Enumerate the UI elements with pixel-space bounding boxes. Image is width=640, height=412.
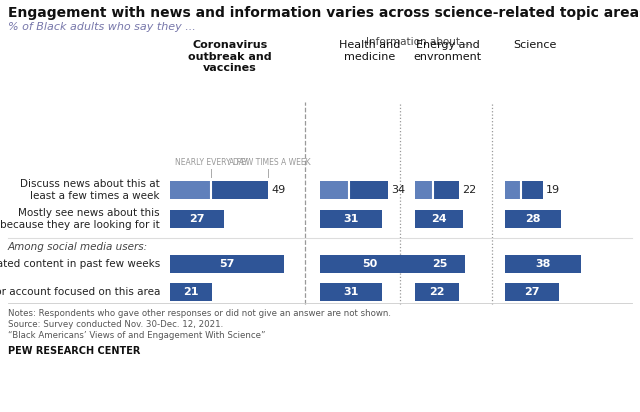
- Text: 25: 25: [432, 259, 448, 269]
- Text: Source: Survey conducted Nov. 30-Dec. 12, 2021.: Source: Survey conducted Nov. 30-Dec. 12…: [8, 320, 223, 329]
- Bar: [170, 283, 212, 301]
- Bar: [415, 181, 433, 199]
- Text: 27: 27: [524, 287, 540, 297]
- Bar: [320, 181, 388, 199]
- Text: PEW RESEARCH CENTER: PEW RESEARCH CENTER: [8, 346, 140, 356]
- Text: Energy and
envronment: Energy and envronment: [413, 40, 481, 62]
- Text: Mostly see news about this
because they are looking for it: Mostly see news about this because they …: [0, 208, 160, 230]
- Bar: [320, 210, 382, 228]
- Bar: [505, 210, 561, 228]
- Text: 57: 57: [220, 259, 235, 269]
- Bar: [505, 255, 581, 273]
- Text: Seen related content in past few weeks: Seen related content in past few weeks: [0, 259, 160, 269]
- Text: Engagement with news and information varies across science-related topic areas: Engagement with news and information var…: [8, 6, 640, 20]
- Bar: [170, 210, 224, 228]
- Text: 22: 22: [429, 287, 445, 297]
- Text: 19: 19: [546, 185, 560, 195]
- Bar: [170, 181, 268, 199]
- Bar: [415, 181, 459, 199]
- Bar: [415, 283, 459, 301]
- Bar: [170, 181, 211, 199]
- Bar: [320, 181, 349, 199]
- Text: A FEW TIMES A WEEK: A FEW TIMES A WEEK: [229, 158, 311, 167]
- Text: 49: 49: [271, 185, 285, 195]
- Bar: [320, 283, 382, 301]
- Text: Coronavirus
outbreak and
vaccines: Coronavirus outbreak and vaccines: [188, 40, 272, 73]
- Text: Science: Science: [513, 40, 557, 50]
- Bar: [505, 283, 559, 301]
- Text: “Black Americans’ Views of and Engagement With Science”: “Black Americans’ Views of and Engagemen…: [8, 331, 266, 340]
- Text: Follow page or account focused on this area: Follow page or account focused on this a…: [0, 287, 160, 297]
- Text: Health and
medicine: Health and medicine: [339, 40, 401, 62]
- Text: 38: 38: [535, 259, 550, 269]
- Bar: [170, 255, 284, 273]
- Text: 28: 28: [525, 214, 541, 224]
- Bar: [320, 255, 420, 273]
- Text: 34: 34: [391, 185, 405, 195]
- Text: Among social media users:: Among social media users:: [8, 242, 148, 252]
- Bar: [505, 181, 521, 199]
- Text: 31: 31: [343, 214, 358, 224]
- Text: Information about ...: Information about ...: [366, 37, 474, 47]
- Bar: [505, 181, 543, 199]
- Text: 31: 31: [343, 287, 358, 297]
- Text: 27: 27: [189, 214, 205, 224]
- Text: Discuss news about this at
least a few times a week: Discuss news about this at least a few t…: [20, 179, 160, 201]
- Text: 22: 22: [462, 185, 476, 195]
- Text: Notes: Respondents who gave other responses or did not give an answer are not sh: Notes: Respondents who gave other respon…: [8, 309, 391, 318]
- Text: 21: 21: [183, 287, 199, 297]
- Text: 50: 50: [362, 259, 378, 269]
- Bar: [415, 255, 465, 273]
- Text: % of Black adults who say they ...: % of Black adults who say they ...: [8, 22, 196, 32]
- Text: NEARLY EVERY DAY: NEARLY EVERY DAY: [175, 158, 248, 167]
- Bar: [415, 210, 463, 228]
- Text: 24: 24: [431, 214, 447, 224]
